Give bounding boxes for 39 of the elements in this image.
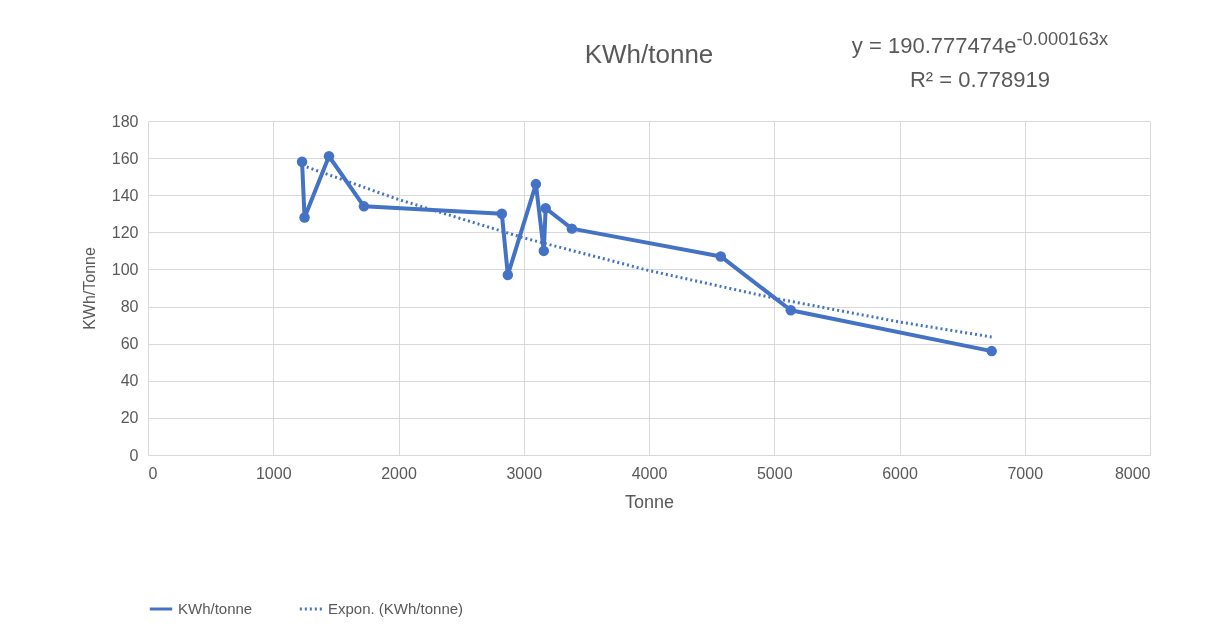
y-tick-label: 120	[111, 223, 139, 241]
text: R² = 0.778919	[908, 66, 1051, 95]
x-tick-label: 4000	[631, 464, 668, 482]
legend-label: Expon. (KWh/tonne)	[328, 600, 464, 617]
point	[540, 202, 551, 214]
y-tick-label: 80	[120, 298, 139, 316]
chart-title: KWh/tonne	[584, 39, 714, 69]
point	[299, 212, 310, 223]
x-axis-title: Tonne	[624, 491, 675, 512]
point	[323, 151, 335, 162]
y-axis-title: KWh/Tonne	[80, 247, 98, 330]
legend-label: KWh/tonne	[178, 600, 253, 617]
point	[502, 269, 514, 281]
x-tick-label: 2000	[381, 464, 417, 482]
y-tick-label: 0	[129, 446, 139, 464]
y-tick-label: 140	[111, 186, 139, 204]
point	[566, 223, 578, 234]
point	[785, 305, 797, 316]
y-tick-label: 100	[111, 260, 139, 278]
point	[986, 345, 997, 357]
point	[715, 251, 727, 262]
y-tick-label: 180	[111, 112, 139, 130]
x-tick-label: 5000	[756, 464, 793, 482]
point	[496, 208, 508, 220]
x-tick-label: 3000	[506, 464, 543, 482]
x-tick-label: 7000	[1007, 464, 1044, 482]
x-tick-label: 0	[148, 464, 158, 482]
y-tick-label: 40	[120, 372, 139, 390]
y-tick-label: 60	[120, 335, 139, 353]
text: y = 190.777474e$^{-0.000163x}$	[850, 27, 1110, 61]
y-tick-label: 160	[111, 149, 139, 167]
y-tick-label: 20	[120, 409, 139, 427]
point	[358, 201, 370, 212]
x-tick-label: 8000	[1114, 464, 1151, 482]
point	[538, 245, 550, 257]
point	[296, 156, 308, 168]
point	[530, 178, 542, 190]
x-tick-label: 1000	[255, 464, 292, 482]
x-tick-label: 6000	[882, 464, 918, 482]
